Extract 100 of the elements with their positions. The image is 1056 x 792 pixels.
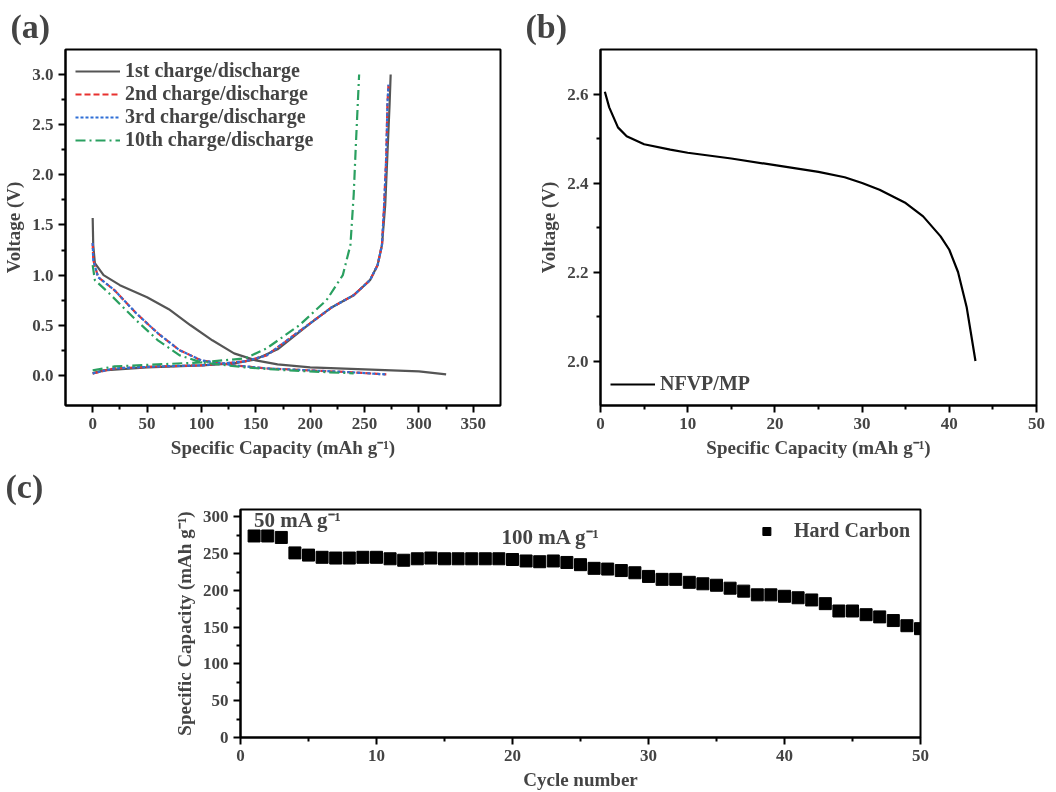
point bbox=[886, 614, 900, 628]
point bbox=[315, 550, 329, 564]
point bbox=[832, 604, 846, 618]
point bbox=[424, 551, 438, 565]
x-tick-label: 150 bbox=[243, 413, 269, 433]
x-tick-label: 30 bbox=[853, 413, 871, 433]
chart-title: (c) bbox=[5, 467, 44, 506]
legend-label: 3rd charge/discharge bbox=[125, 105, 306, 128]
x-tick-label: 300 bbox=[406, 413, 432, 433]
y-tick-label: 200 bbox=[203, 580, 229, 600]
legend-label: 1st charge/discharge bbox=[125, 59, 300, 82]
y-axis-title: Voltage (V) bbox=[538, 181, 561, 274]
annotation: 100 mA g⁻¹ bbox=[501, 524, 599, 549]
point bbox=[383, 552, 397, 566]
point bbox=[329, 551, 343, 565]
point bbox=[533, 555, 547, 569]
chart-title: (a) bbox=[10, 7, 51, 46]
x-axis-title: Cycle number bbox=[523, 768, 639, 790]
y-tick-label: 100 bbox=[203, 654, 229, 674]
point bbox=[410, 552, 424, 566]
line-series bbox=[603, 90, 977, 363]
y-tick-label: 0.5 bbox=[32, 315, 54, 335]
point bbox=[614, 564, 628, 578]
y-axis-title: Voltage (V) bbox=[3, 181, 26, 274]
x-tick-label: 350 bbox=[460, 413, 487, 433]
point bbox=[370, 550, 383, 564]
x-tick-label: 0 bbox=[596, 413, 605, 433]
point bbox=[818, 597, 832, 611]
x-tick-label: 250 bbox=[351, 413, 378, 433]
point bbox=[642, 569, 655, 583]
point bbox=[356, 550, 370, 564]
point bbox=[261, 529, 275, 543]
point bbox=[397, 553, 411, 567]
y-tick-label: 150 bbox=[203, 617, 229, 637]
point bbox=[274, 530, 288, 544]
point bbox=[710, 578, 723, 592]
point bbox=[778, 589, 791, 603]
y-axis-title: Specific Capacity (mAh g⁻¹) bbox=[174, 511, 196, 736]
legend-label: 10th charge/discharge bbox=[125, 128, 314, 151]
y-tick-label: 2.6 bbox=[567, 84, 589, 104]
point bbox=[682, 575, 696, 589]
x-tick-label: 200 bbox=[297, 413, 323, 433]
x-tick-label: 50 bbox=[1028, 413, 1045, 433]
y-tick-label: 2.4 bbox=[567, 173, 589, 193]
point bbox=[805, 593, 819, 607]
x-tick-label: 10 bbox=[368, 745, 385, 765]
x-tick-label: 0 bbox=[236, 745, 245, 765]
point bbox=[655, 572, 669, 586]
legend-label: 2nd charge/discharge bbox=[125, 82, 308, 105]
point bbox=[764, 588, 778, 602]
point bbox=[628, 566, 642, 580]
point bbox=[873, 610, 887, 624]
point bbox=[846, 604, 859, 618]
x-tick-label: 10 bbox=[679, 413, 697, 433]
legend-label: Hard Carbon bbox=[793, 519, 910, 542]
point bbox=[546, 554, 560, 568]
y-tick-label: 2.0 bbox=[32, 165, 54, 185]
point bbox=[342, 551, 356, 565]
point bbox=[465, 552, 479, 566]
x-tick-label: 20 bbox=[504, 745, 521, 765]
point bbox=[288, 546, 302, 560]
x-axis-title: Specific Capacity (mAh g⁻¹) bbox=[706, 436, 931, 459]
point bbox=[438, 552, 451, 566]
x-axis-title: Specific Capacity (mAh g⁻¹) bbox=[170, 436, 396, 459]
chart-title: (b) bbox=[525, 7, 568, 46]
point bbox=[859, 608, 873, 622]
point bbox=[506, 553, 519, 567]
point bbox=[492, 552, 506, 566]
point bbox=[696, 577, 710, 591]
x-tick-label: 100 bbox=[188, 413, 215, 433]
y-tick-label: 250 bbox=[203, 544, 229, 564]
y-tick-label: 1.0 bbox=[32, 265, 54, 285]
y-tick-label: 1.5 bbox=[32, 215, 54, 235]
y-tick-label: 50 bbox=[211, 691, 229, 711]
x-tick-label: 50 bbox=[138, 413, 156, 433]
y-tick-label: 300 bbox=[203, 507, 229, 527]
x-tick-label: 20 bbox=[766, 413, 784, 433]
point bbox=[560, 555, 574, 569]
point bbox=[247, 529, 261, 543]
point bbox=[900, 619, 914, 633]
point bbox=[587, 561, 601, 575]
point bbox=[601, 562, 615, 576]
x-tick-label: 40 bbox=[776, 745, 793, 765]
y-tick-label: 0 bbox=[220, 728, 229, 747]
x-tick-label: 40 bbox=[940, 413, 958, 433]
y-tick-label: 2.0 bbox=[567, 351, 589, 371]
legend-label: NFVP/MP bbox=[660, 372, 750, 395]
y-tick-label: 2.5 bbox=[32, 115, 54, 135]
x-tick-label: 0 bbox=[88, 413, 97, 433]
point bbox=[574, 558, 587, 572]
y-tick-label: 2.2 bbox=[567, 262, 589, 282]
annotation: 50 mA g⁻¹ bbox=[254, 507, 341, 532]
point bbox=[451, 552, 465, 566]
x-tick-label: 30 bbox=[640, 745, 657, 765]
point bbox=[723, 581, 737, 595]
y-tick-label: 0.0 bbox=[32, 365, 54, 385]
point bbox=[519, 554, 533, 568]
point bbox=[750, 588, 764, 602]
point bbox=[669, 572, 683, 586]
point bbox=[737, 584, 751, 598]
